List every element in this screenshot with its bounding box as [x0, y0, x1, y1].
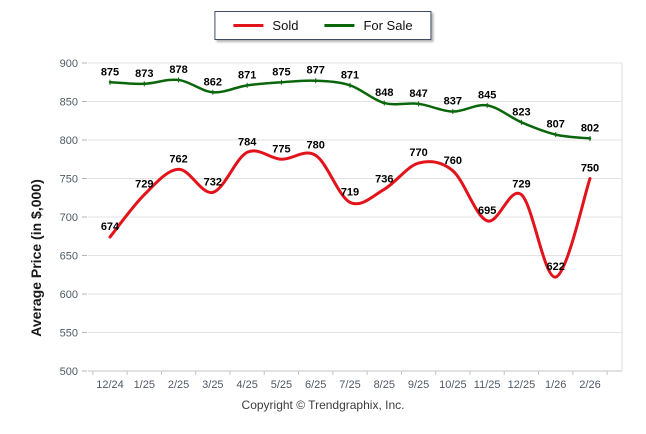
svg-text:9/25: 9/25	[408, 379, 429, 391]
svg-text:770: 770	[409, 147, 427, 159]
sold-line-swatch	[233, 24, 264, 27]
svg-text:6/25: 6/25	[305, 379, 326, 391]
svg-text:875: 875	[272, 66, 290, 78]
svg-text:848: 848	[375, 87, 393, 99]
svg-text:823: 823	[512, 106, 530, 118]
svg-text:878: 878	[169, 64, 187, 76]
svg-text:622: 622	[547, 261, 565, 273]
series-sold-line	[108, 149, 592, 279]
svg-text:1/26: 1/26	[545, 379, 566, 391]
series-for-sale-labels: 875 873 878 862 871 875 877 871 848 847 837 845 823 8…	[101, 64, 599, 135]
svg-text:10/25: 10/25	[439, 379, 467, 391]
svg-text:807: 807	[547, 119, 565, 131]
svg-text:719: 719	[341, 186, 359, 198]
svg-text:550: 550	[60, 328, 78, 340]
x-axis-ticks	[92, 371, 608, 375]
series-sold-labels: 674 729 762 732 784 775 780 719 736 770 760 695 729 6…	[101, 136, 599, 273]
svg-text:800: 800	[60, 135, 78, 147]
legend-item-sold: Sold	[233, 18, 298, 33]
svg-text:862: 862	[204, 76, 222, 88]
svg-text:900: 900	[60, 58, 78, 70]
svg-text:600: 600	[60, 289, 78, 301]
svg-text:729: 729	[512, 179, 530, 191]
y-axis-ticks	[82, 62, 87, 372]
svg-text:695: 695	[478, 205, 496, 217]
svg-text:850: 850	[60, 97, 78, 109]
svg-text:11/25: 11/25	[474, 379, 501, 391]
y-axis-title: Average Price (in $,000)	[28, 179, 44, 337]
svg-text:5/25: 5/25	[271, 379, 292, 391]
svg-text:784: 784	[238, 136, 257, 148]
svg-text:780: 780	[307, 139, 325, 151]
x-axis-labels: 12/24 1/25 2/25 3/25 4/25 5/25 6/25 7/25 8/25 9/2…	[96, 379, 600, 391]
svg-text:847: 847	[409, 88, 427, 100]
series-for-sale-line	[108, 77, 592, 141]
svg-text:12/25: 12/25	[508, 379, 536, 391]
svg-text:3/25: 3/25	[202, 379, 223, 391]
svg-text:837: 837	[444, 96, 462, 108]
svg-text:12/24: 12/24	[96, 379, 124, 391]
legend-item-for-sale: For Sale	[324, 18, 413, 33]
svg-text:875: 875	[101, 66, 119, 78]
svg-text:1/25: 1/25	[134, 379, 155, 391]
svg-text:871: 871	[238, 69, 256, 81]
svg-text:700: 700	[60, 212, 78, 224]
svg-text:873: 873	[135, 68, 153, 80]
svg-text:845: 845	[478, 89, 496, 101]
svg-text:2/25: 2/25	[168, 379, 189, 391]
svg-text:802: 802	[581, 122, 599, 134]
svg-text:775: 775	[272, 143, 290, 155]
svg-text:500: 500	[60, 366, 78, 378]
legend: Sold For Sale	[214, 11, 432, 40]
svg-text:674: 674	[101, 221, 120, 233]
svg-text:8/25: 8/25	[374, 379, 395, 391]
svg-text:750: 750	[60, 174, 78, 186]
svg-text:871: 871	[341, 69, 359, 81]
svg-text:729: 729	[135, 179, 153, 191]
svg-text:4/25: 4/25	[236, 379, 257, 391]
for-sale-line-swatch	[324, 24, 355, 27]
svg-text:732: 732	[204, 176, 222, 188]
svg-text:762: 762	[169, 153, 187, 165]
svg-text:750: 750	[581, 163, 599, 175]
copyright-text: Copyright © Trendgraphix, Inc.	[241, 398, 405, 412]
svg-text:2/26: 2/26	[579, 379, 600, 391]
svg-text:736: 736	[375, 173, 393, 185]
legend-label-for-sale: For Sale	[363, 18, 413, 33]
y-axis-labels: 500 550 600 650 700 750 800 850 900	[60, 58, 78, 378]
svg-text:650: 650	[60, 251, 78, 263]
svg-text:760: 760	[444, 155, 462, 167]
grid-lines	[88, 62, 623, 372]
legend-label-sold: Sold	[272, 18, 299, 33]
svg-text:7/25: 7/25	[339, 379, 360, 391]
svg-text:877: 877	[307, 65, 325, 77]
